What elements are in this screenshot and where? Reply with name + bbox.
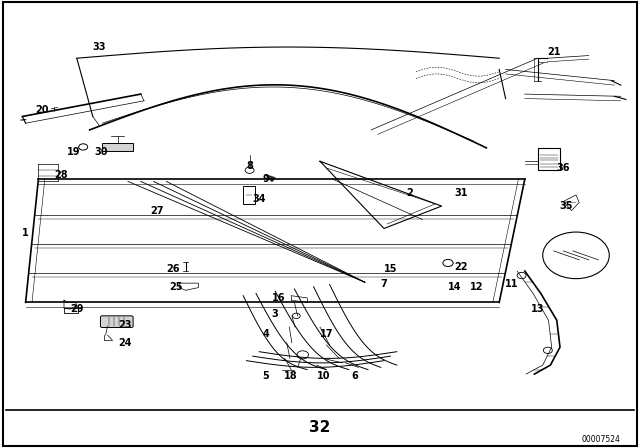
Text: 18: 18 [284,371,298,381]
Text: 1: 1 [22,228,29,238]
Text: 12: 12 [470,282,484,292]
Text: 6: 6 [352,371,358,381]
Text: 11: 11 [505,280,519,289]
Circle shape [517,272,526,279]
Circle shape [292,313,300,319]
Text: 16: 16 [271,293,285,303]
Text: 00007524: 00007524 [582,435,621,444]
Text: 31: 31 [454,188,468,198]
Text: 15: 15 [383,264,397,274]
Text: 33: 33 [92,42,106,52]
Text: 17: 17 [319,329,333,339]
Text: 24: 24 [118,338,132,348]
Text: 32: 32 [309,420,331,435]
Text: 13: 13 [531,304,545,314]
Text: 22: 22 [454,262,468,271]
FancyBboxPatch shape [100,316,133,327]
Text: 3: 3 [272,309,278,319]
Text: 30: 30 [94,147,108,157]
Text: 29: 29 [70,304,84,314]
Polygon shape [266,175,275,181]
FancyBboxPatch shape [102,143,133,151]
Circle shape [79,144,88,150]
Text: 20: 20 [35,105,49,115]
Text: 2: 2 [406,188,413,198]
Circle shape [543,347,552,353]
Text: 26: 26 [166,264,180,274]
FancyBboxPatch shape [538,148,560,170]
Text: 21: 21 [547,47,561,56]
Circle shape [543,232,609,279]
Text: 5: 5 [262,371,269,381]
Text: 34: 34 [252,194,266,204]
Circle shape [245,167,254,173]
Text: 27: 27 [150,206,164,215]
Circle shape [443,259,453,267]
Text: 28: 28 [54,170,68,180]
Text: 9: 9 [262,174,269,184]
Text: 25: 25 [169,282,183,292]
Text: 4: 4 [262,329,269,339]
Text: 23: 23 [118,320,132,330]
Text: 19: 19 [67,147,81,157]
Circle shape [297,351,308,359]
Text: 36: 36 [556,163,570,173]
FancyBboxPatch shape [243,186,255,204]
Text: 14: 14 [447,282,461,292]
Text: 35: 35 [559,201,573,211]
Text: 7: 7 [381,280,387,289]
Text: 8: 8 [246,161,253,171]
Text: 10: 10 [316,371,330,381]
